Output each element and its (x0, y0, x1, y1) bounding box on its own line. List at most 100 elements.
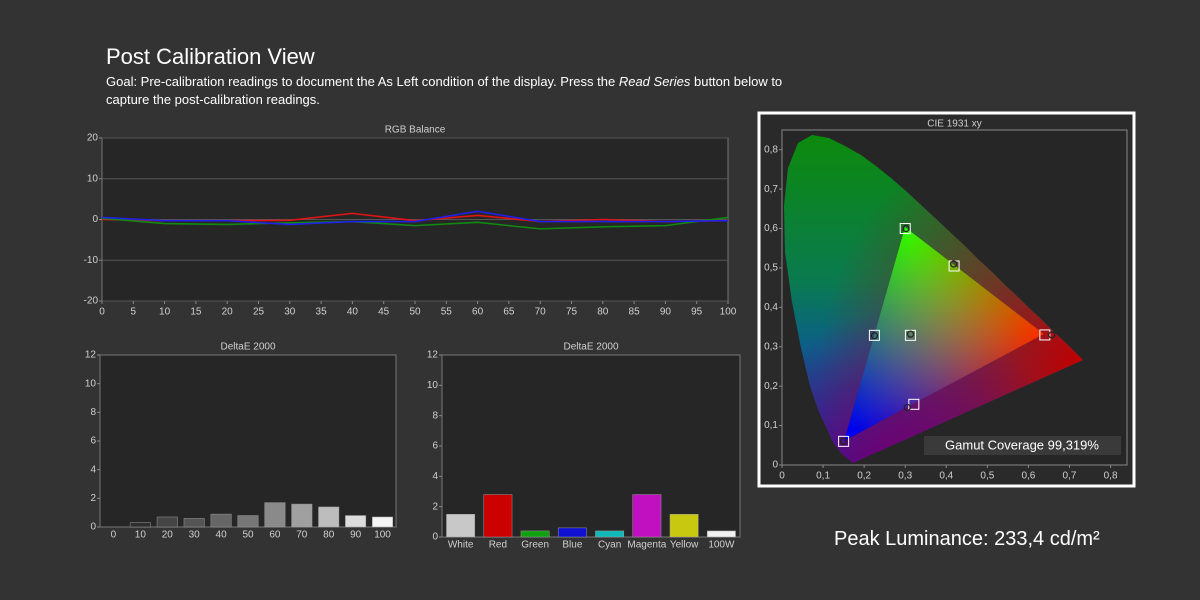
x-tick-label: 80 (597, 307, 609, 318)
x-tick-label: 0,5 (980, 471, 994, 482)
y-tick-label: 10 (85, 378, 97, 389)
x-tick-label: 0,7 (1063, 471, 1077, 482)
x-tick-label: 50 (242, 530, 254, 541)
bar (264, 502, 286, 528)
target-point (904, 329, 916, 341)
x-tick-label: 10 (135, 530, 147, 541)
goal-text: Goal: Pre-calibration readings to docume… (106, 73, 826, 109)
x-tick-label: 40 (347, 307, 359, 318)
x-tick-label: 100W (708, 540, 735, 551)
y-tick-label: 6 (90, 436, 96, 447)
y-tick-label: 0,3 (764, 341, 778, 352)
x-tick-label: 0 (99, 307, 105, 318)
y-tick-label: 12 (85, 350, 97, 361)
x-tick-label: Cyan (598, 540, 621, 551)
chart-title: DeltaE 2000 (563, 342, 618, 353)
x-tick-label: 0,2 (857, 471, 871, 482)
measured-point (1048, 331, 1056, 339)
x-tick-label: 70 (535, 307, 547, 318)
y-tick-label: 10 (427, 380, 439, 391)
bar (156, 516, 178, 528)
y-tick-label: 0,4 (764, 302, 778, 313)
y-tick-label: 10 (87, 173, 99, 184)
x-tick-label: 15 (190, 307, 202, 318)
goal-part: button below to capture the post-calibra… (106, 74, 783, 107)
chart-title: RGB Balance (385, 125, 446, 136)
bar (345, 515, 367, 528)
y-tick-label: -10 (84, 255, 99, 266)
y-tick-label: 0 (92, 214, 98, 225)
x-tick-label: 30 (189, 530, 201, 541)
target-point (899, 223, 911, 235)
x-tick-label: 35 (316, 307, 328, 318)
x-tick-label: 0,6 (1021, 471, 1035, 482)
x-tick-label: 45 (378, 307, 390, 318)
gamut-triangle (844, 227, 1044, 441)
y-tick-label: 0 (90, 522, 96, 533)
x-tick-label: 60 (472, 307, 484, 318)
series-line (101, 210, 729, 226)
bar (520, 530, 550, 538)
bar (483, 494, 513, 538)
bar (210, 513, 232, 528)
x-tick-label: 80 (323, 530, 335, 541)
peak-luminance: Peak Luminance: 233,4 cd/m² (834, 528, 1100, 550)
x-tick-label: 30 (284, 307, 296, 318)
x-tick-label: 85 (629, 307, 641, 318)
plot-area (99, 354, 397, 528)
x-tick-label: 65 (503, 307, 515, 318)
bar (237, 515, 259, 528)
y-tick-label: 4 (432, 471, 438, 482)
chart-title: CIE 1931 xy (927, 119, 981, 130)
y-tick-label: 6 (432, 441, 438, 452)
bar (318, 506, 340, 528)
y-tick-label: -20 (84, 296, 99, 307)
x-tick-label: 75 (566, 307, 578, 318)
x-tick-label: 95 (691, 307, 703, 318)
x-tick-label: 90 (660, 307, 672, 318)
goal-part: Goal: Pre-calibration readings to docume… (106, 74, 619, 89)
y-tick-label: 2 (432, 501, 438, 512)
bar (129, 522, 151, 528)
y-tick-label: 0,1 (764, 420, 778, 431)
bar (669, 514, 699, 538)
target-point (838, 435, 850, 447)
y-tick-label: 0,6 (764, 223, 778, 234)
y-tick-label: 12 (427, 350, 439, 361)
chart-title: DeltaE 2000 (220, 342, 275, 353)
bar (446, 514, 476, 538)
x-tick-label: 20 (162, 530, 174, 541)
x-tick-label: 55 (441, 307, 453, 318)
series-line (101, 216, 729, 230)
bar (595, 530, 625, 538)
x-tick-label: 0 (779, 471, 785, 482)
measured-point (870, 332, 879, 340)
gamut-coverage: Gamut Coverage 99,319% (945, 437, 1099, 452)
x-tick-label: 40 (216, 530, 228, 541)
x-tick-label: 60 (269, 530, 281, 541)
y-tick-label: 0,8 (764, 144, 778, 155)
x-tick-label: 10 (159, 307, 171, 318)
annotation-box (924, 436, 1121, 455)
y-tick-label: 4 (90, 464, 96, 475)
bar (706, 530, 736, 538)
y-tick-label: 0 (772, 460, 778, 471)
measured-point (950, 260, 958, 268)
bar (291, 503, 313, 528)
y-tick-label: 8 (90, 407, 96, 418)
bar (557, 527, 587, 538)
x-tick-label: 5 (131, 307, 137, 318)
x-tick-label: 50 (409, 307, 421, 318)
x-tick-label: 0 (111, 530, 117, 541)
target-point (1039, 329, 1051, 341)
x-tick-label: Green (521, 540, 549, 551)
y-tick-label: 0,7 (764, 184, 778, 195)
measured-point (903, 403, 911, 412)
x-tick-label: 70 (296, 530, 308, 541)
x-tick-label: 20 (222, 307, 234, 318)
x-tick-label: Magenta (627, 540, 666, 551)
target-point (868, 329, 880, 341)
y-tick-label: 0,2 (764, 381, 778, 392)
